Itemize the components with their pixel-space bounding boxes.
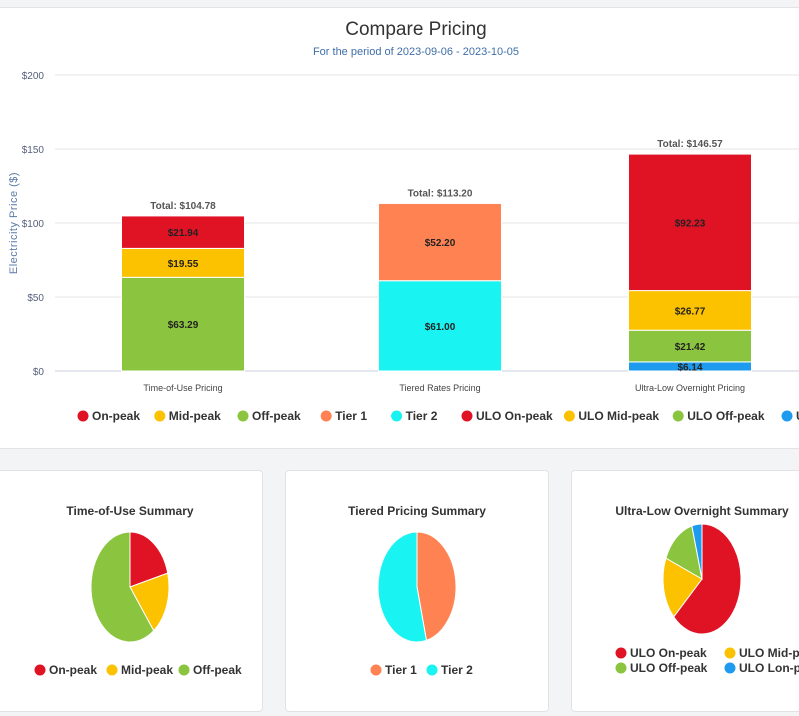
tiered-pricing-pie-chart: Tiered Pricing Summary Tier 1 Tier 2 (286, 471, 548, 711)
legend-item-ulo-on-peak[interactable]: ULO On-peak (616, 646, 708, 660)
legend-item-on-peak[interactable]: On-peak (78, 409, 141, 423)
x-tick-label: Time-of-Use Pricing (143, 383, 222, 393)
legend-item-ulo-mid-peak[interactable]: ULO Mid-peak (725, 646, 799, 660)
chart-subtitle: For the period of 2023-09-06 - 2023-10-0… (313, 46, 519, 58)
legend-item-ulo-off-peak[interactable]: ULO Off-peak (673, 409, 765, 423)
legend-marker (673, 411, 684, 422)
data-label-ulo-mid-peak: $26.77 (675, 306, 706, 317)
time-of-use-pie-chart: Time-of-Use Summary On-peak Mid-peak Off-pe… (0, 471, 262, 711)
data-label-mid-peak: $19.55 (168, 259, 199, 270)
legend-label: Mid-peak (121, 663, 173, 677)
legend-item-mid-peak[interactable]: Mid-peak (154, 409, 221, 423)
tiered-pricing-summary-card: Tiered Pricing Summary Tier 1 Tier 2 (285, 470, 549, 712)
legend-marker (616, 663, 627, 674)
legend-marker (107, 665, 118, 676)
legend-marker (371, 665, 382, 676)
legend-marker (321, 411, 332, 422)
bars: $63.29 $19.55 $21.94 Total: $104.78 $61.00 $5… (122, 139, 752, 373)
data-label-off-peak: $63.29 (168, 320, 199, 331)
legend-marker (725, 648, 736, 659)
legend-item-tier-1[interactable]: Tier 1 (371, 663, 418, 677)
legend-marker (782, 411, 793, 422)
data-label-ulo-off-peak: $21.42 (675, 342, 706, 353)
legend-item-ulo-on-peak[interactable]: ULO On-peak (462, 409, 554, 423)
y-tick-label: $50 (27, 293, 44, 304)
y-tick-label: $200 (22, 71, 45, 82)
legend-label: Tier 1 (335, 409, 367, 423)
legend-label: Off-peak (193, 663, 242, 677)
compare-pricing-chart: Compare Pricing For the period of 2023-0… (0, 8, 799, 448)
legend-item-on-peak[interactable]: On-peak (35, 663, 98, 677)
bar-total-label: Total: $146.57 (657, 139, 723, 150)
y-tick-label: $150 (22, 145, 45, 156)
legend-marker (154, 411, 165, 422)
legend-item-ulo-lon-peak[interactable]: ULO Lon-peak (782, 409, 799, 423)
legend-item-tier-2[interactable]: Tier 2 (391, 409, 438, 423)
x-axis-ticks: Time-of-Use Pricing Tiered Rates Pricing U… (143, 383, 745, 393)
chart-legend: On-peak Mid-peak Off-peak Tier 1 Tier 2 ULO O… (78, 409, 799, 423)
y-tick-label: $0 (33, 367, 45, 378)
legend-item-tier-2[interactable]: Tier 2 (427, 663, 474, 677)
legend-item-mid-peak[interactable]: Mid-peak (107, 663, 174, 677)
legend-label: ULO Mid-peak (739, 646, 799, 660)
y-axis-ticks: $0 $50 $100 $150 $200 (22, 71, 45, 378)
compare-pricing-card: Compare Pricing For the period of 2023-0… (0, 7, 799, 449)
pie-title: Time-of-Use Summary (66, 504, 193, 518)
legend-marker (427, 665, 438, 676)
pie-title: Tiered Pricing Summary (348, 504, 486, 518)
legend-label: ULO Off-peak (630, 661, 708, 675)
legend-label: On-peak (49, 663, 97, 677)
legend-marker (238, 411, 249, 422)
legend-marker (35, 665, 46, 676)
legend-label: ULO Lon-peak (739, 661, 799, 675)
x-tick-label: Ultra-Low Overnight Pricing (635, 383, 745, 393)
bar-total-label: Total: $113.20 (408, 188, 473, 199)
legend-marker (564, 411, 575, 422)
legend-item-ulo-lon-peak[interactable]: ULO Lon-peak (725, 661, 799, 675)
legend-label: ULO Mid-peak (578, 409, 659, 423)
legend-label: On-peak (92, 409, 140, 423)
data-label-ulo-lon-peak: $6.14 (677, 362, 702, 373)
data-label-ulo-on-peak: $92.23 (675, 218, 706, 229)
legend-item-ulo-off-peak[interactable]: ULO Off-peak (616, 661, 708, 675)
legend-label: Tier 1 (385, 663, 417, 677)
legend-item-ulo-mid-peak[interactable]: ULO Mid-peak (564, 409, 659, 423)
x-tick-label: Tiered Rates Pricing (399, 383, 480, 393)
legend-marker (616, 648, 627, 659)
legend-item-tier-1[interactable]: Tier 1 (321, 409, 368, 423)
legend-marker (391, 411, 402, 422)
legend-label: Tier 2 (406, 409, 438, 423)
legend-item-off-peak[interactable]: Off-peak (238, 409, 302, 423)
legend-label: ULO On-peak (476, 409, 553, 423)
legend-label: Mid-peak (169, 409, 221, 423)
bar-total-label: Total: $104.78 (150, 201, 216, 212)
data-label-on-peak: $21.94 (168, 228, 199, 239)
legend-label: Off-peak (252, 409, 301, 423)
legend-marker (725, 663, 736, 674)
y-tick-label: $100 (22, 219, 45, 230)
data-label-tier-1: $52.20 (425, 238, 456, 249)
legend-marker (179, 665, 190, 676)
pie-title: Ultra-Low Overnight Summary (615, 504, 789, 518)
legend-label: ULO Off-peak (687, 409, 765, 423)
data-label-tier-2: $61.00 (425, 322, 456, 333)
legend-label: ULO On-peak (630, 646, 707, 660)
time-of-use-summary-card: Time-of-Use Summary On-peak Mid-peak Off-pe… (0, 470, 263, 712)
chart-title: Compare Pricing (345, 19, 487, 40)
y-axis-label: Electricity Price ($) (8, 172, 20, 274)
legend-item-off-peak[interactable]: Off-peak (179, 663, 243, 677)
legend-marker (78, 411, 89, 422)
legend-marker (462, 411, 473, 422)
legend-label: Tier 2 (441, 663, 473, 677)
